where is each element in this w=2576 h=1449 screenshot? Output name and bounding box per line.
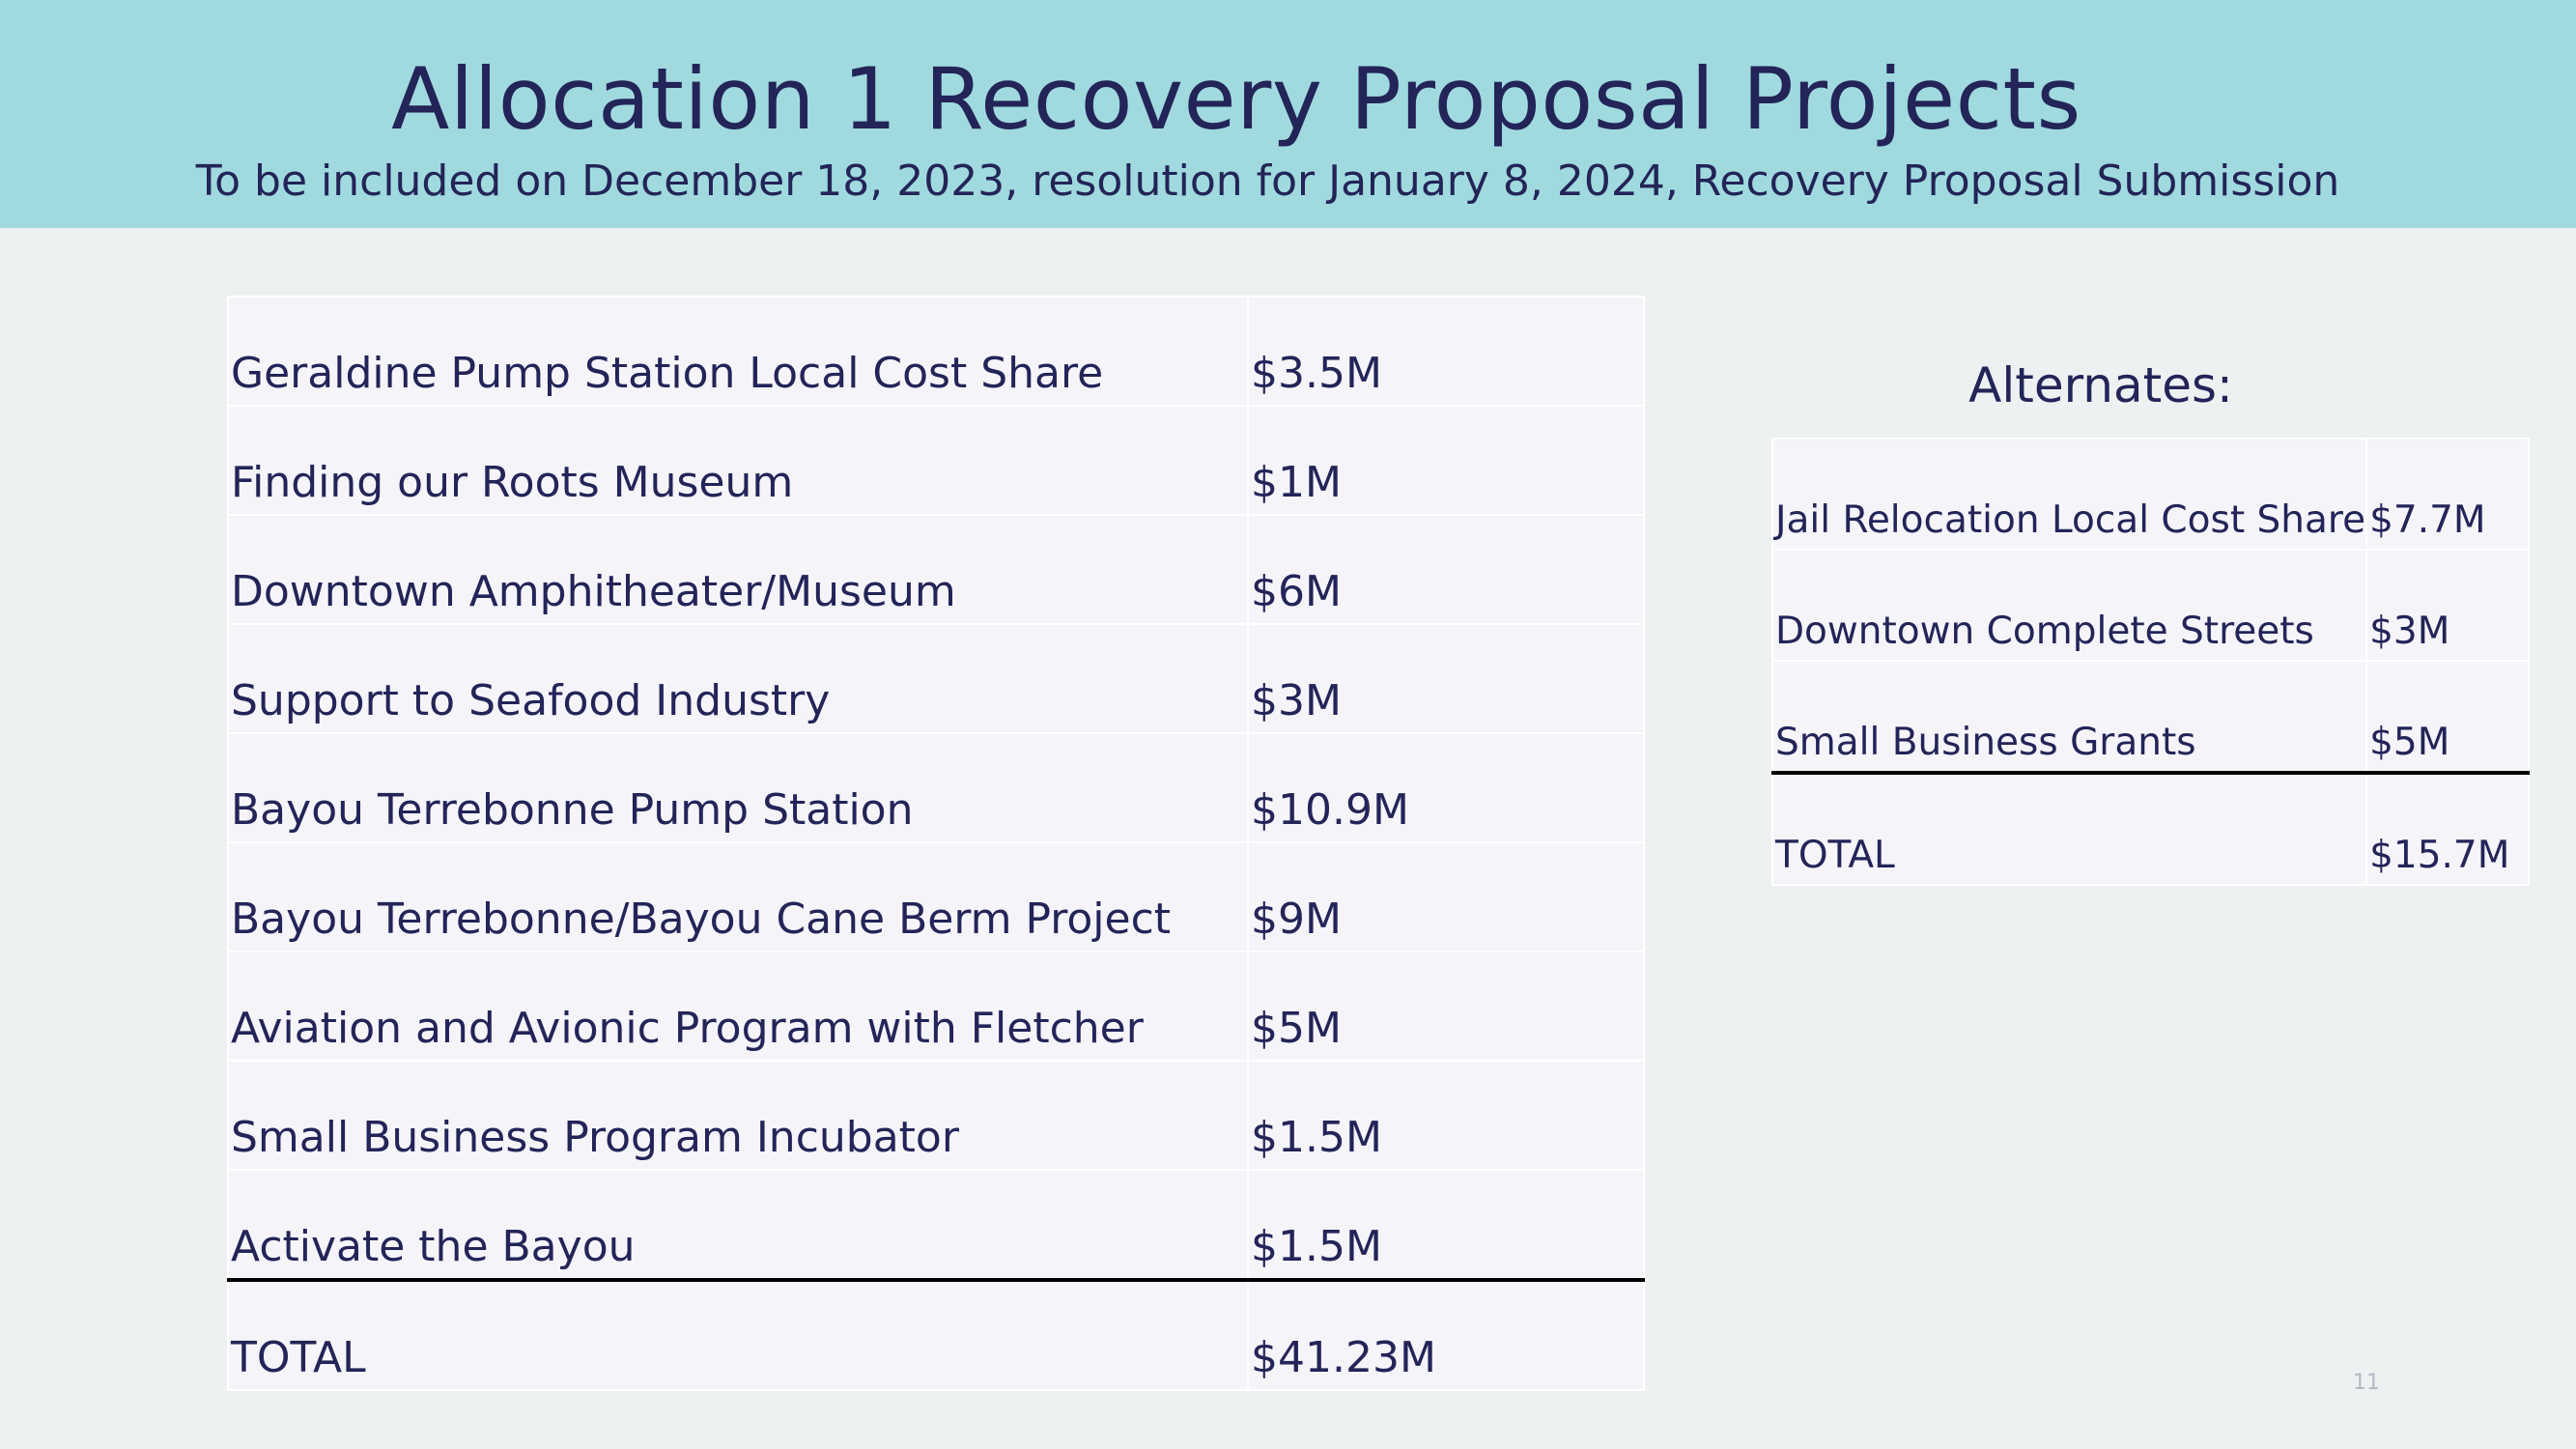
project-amount: $5M [1247, 951, 1645, 1062]
project-name: Geraldine Pump Station Local Cost Share [227, 296, 1249, 407]
project-amount: $1.5M [1247, 1169, 1645, 1282]
table-row: Finding our Roots Museum $1M [227, 405, 1645, 516]
alternates-heading: Alternates: [1968, 357, 2233, 413]
table-row: Downtown Complete Streets $3M [1770, 549, 2531, 662]
projects-table: Geraldine Pump Station Local Cost Share … [227, 296, 1645, 1391]
alternates-total-amount: $15.7M [2365, 772, 2531, 886]
table-row: Jail Relocation Local Cost Share $7.7M [1770, 438, 2531, 551]
project-name: Downtown Amphitheater/Museum [227, 514, 1249, 625]
page-number: 11 [2353, 1371, 2380, 1395]
page-subtitle: To be included on December 18, 2023, res… [195, 156, 2340, 206]
project-amount: $3M [1247, 623, 1645, 734]
alternate-name: Jail Relocation Local Cost Share [1770, 438, 2368, 551]
table-row: Bayou Terrebonne/Bayou Cane Berm Project… [227, 841, 1645, 952]
table-row: Support to Seafood Industry $3M [227, 623, 1645, 734]
project-amount: $1M [1247, 405, 1645, 516]
total-amount: $41.23M [1247, 1279, 1645, 1391]
header-band [0, 0, 2576, 228]
total-label: TOTAL [227, 1279, 1249, 1391]
project-name: Finding our Roots Museum [227, 405, 1249, 516]
alternates-total-label: TOTAL [1770, 772, 2368, 886]
table-row: Small Business Grants $5M [1770, 660, 2531, 775]
project-name: Activate the Bayou [227, 1169, 1249, 1282]
project-amount: $1.5M [1247, 1060, 1645, 1171]
table-row: Downtown Amphitheater/Museum $6M [227, 514, 1645, 625]
alternate-name: Small Business Grants [1770, 660, 2368, 775]
project-amount: $6M [1247, 514, 1645, 625]
table-row: Activate the Bayou $1.5M [227, 1169, 1645, 1282]
table-row: Geraldine Pump Station Local Cost Share … [227, 296, 1645, 407]
table-row: Aviation and Avionic Program with Fletch… [227, 951, 1645, 1062]
table-row: Bayou Terrebonne Pump Station $10.9M [227, 732, 1645, 843]
project-amount: $10.9M [1247, 732, 1645, 843]
alternate-amount: $3M [2365, 549, 2531, 662]
alternate-amount: $5M [2365, 660, 2531, 775]
project-name: Support to Seafood Industry [227, 623, 1249, 734]
project-amount: $3.5M [1247, 296, 1645, 407]
project-name: Aviation and Avionic Program with Fletch… [227, 951, 1249, 1062]
alternate-name: Downtown Complete Streets [1770, 549, 2368, 662]
page-title: Allocation 1 Recovery Proposal Projects [391, 49, 2081, 149]
table-row: Small Business Program Incubator $1.5M [227, 1060, 1645, 1171]
alternates-table: Jail Relocation Local Cost Share $7.7M D… [1770, 438, 2531, 886]
project-name: Bayou Terrebonne/Bayou Cane Berm Project [227, 841, 1249, 952]
alternate-amount: $7.7M [2365, 438, 2531, 551]
total-row: TOTAL $41.23M [227, 1279, 1645, 1391]
project-name: Bayou Terrebonne Pump Station [227, 732, 1249, 843]
project-name: Small Business Program Incubator [227, 1060, 1249, 1171]
total-row: TOTAL $15.7M [1770, 772, 2531, 886]
project-amount: $9M [1247, 841, 1645, 952]
